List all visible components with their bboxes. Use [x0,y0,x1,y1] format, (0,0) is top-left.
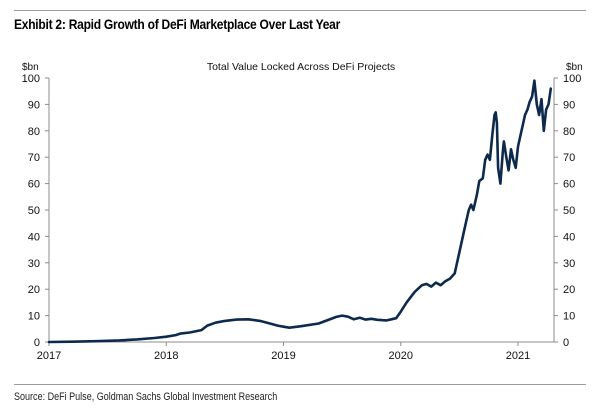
x-tick-label: 2017 [37,350,61,362]
left-tick-label: 30 [28,258,40,270]
left-axis-unit-label: $bn [22,62,39,73]
right-tick-label: 40 [563,231,575,243]
right-tick-label: 100 [563,73,581,85]
right-tick-label: 90 [563,99,575,111]
left-tick-label: 10 [28,311,40,323]
left-tick-label: 50 [28,205,40,217]
right-tick-label: 10 [563,311,575,323]
series-group [47,79,553,344]
right-tick-label: 30 [563,258,575,270]
source-note: Source: DeFi Pulse, Goldman Sachs Global… [14,391,278,403]
x-axis-ticks: 2017 2018 2019 2020 2021 [37,342,530,362]
x-tick-label: 2021 [506,350,530,362]
left-axis-ticks: 0 10 20 30 40 50 60 70 80 90 100 [22,73,49,349]
right-tick-label: 20 [563,284,575,296]
exhibit-title: Exhibit 2: Rapid Growth of DeFi Marketpl… [14,16,341,32]
right-tick-label: 50 [563,205,575,217]
right-axis-unit-label: $bn [566,62,583,73]
right-tick-label: 70 [563,152,575,164]
tvl-line-chart: Total Value Locked Across DeFi Projects … [22,61,583,362]
axes [48,78,555,343]
left-tick-label: 0 [34,337,40,349]
right-tick-label: 60 [563,179,575,191]
left-tick-label: 80 [28,126,40,138]
right-axis-ticks: 0 10 20 30 40 50 60 70 80 90 100 [554,73,581,349]
left-tick-label: 60 [28,179,40,191]
left-tick-label: 20 [28,284,40,296]
right-tick-label: 0 [563,337,569,349]
tvl-series-line [47,79,553,344]
left-tick-label: 100 [22,73,40,85]
x-tick-label: 2018 [154,350,178,362]
left-tick-label: 90 [28,99,40,111]
chart-title: Total Value Locked Across DeFi Projects [207,61,395,73]
x-tick-label: 2020 [389,350,413,362]
top-divider [14,10,586,11]
left-tick-label: 70 [28,152,40,164]
right-tick-label: 80 [563,126,575,138]
bottom-divider [14,384,586,385]
x-tick-label: 2019 [271,350,295,362]
left-tick-label: 40 [28,231,40,243]
